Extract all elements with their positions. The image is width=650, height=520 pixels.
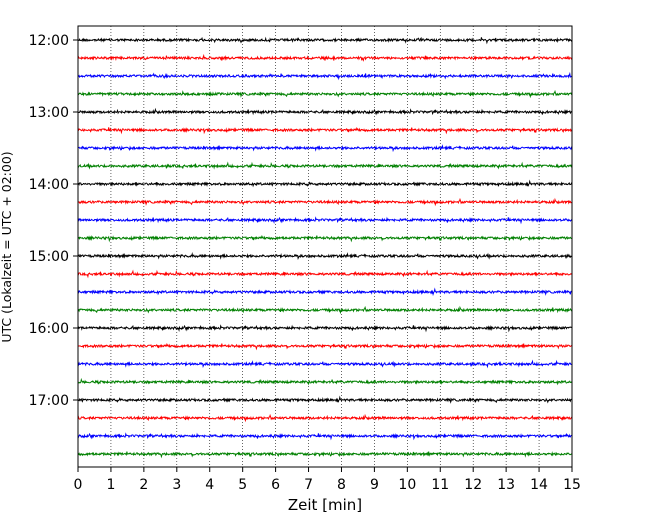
x-tick-label: 10 [398, 477, 416, 493]
plot-frame [77, 25, 573, 468]
y-axis-ticks: 12:00 13:00 14:00 15:00 16:00 17:00 [29, 33, 78, 409]
seismogram-trace [77, 234, 573, 243]
x-tick-label: 4 [205, 477, 214, 493]
seismogram-trace [77, 269, 573, 279]
x-tick-label: 11 [431, 477, 449, 493]
seismogram-trace [77, 377, 573, 386]
seismogram-trace [77, 395, 573, 404]
seismogram-trace [77, 287, 573, 297]
seismogram-trace [78, 144, 573, 153]
seismogram-trace [77, 53, 573, 62]
y-tick-label: 17:00 [29, 393, 69, 409]
seismogram-trace [77, 252, 573, 261]
seismogram-trace [77, 71, 573, 81]
seismogram-trace [77, 179, 573, 188]
seismogram-trace [77, 359, 573, 369]
x-tick-label: 5 [238, 477, 247, 493]
y-tick-label: 13:00 [29, 105, 69, 121]
seismogram-trace [77, 216, 573, 225]
seismogram-trace [77, 161, 573, 170]
x-tick-label: 12 [464, 477, 482, 493]
seismogram-trace [77, 342, 573, 351]
seismogram-trace [77, 324, 573, 333]
x-tick-label: 7 [304, 477, 313, 493]
seismogram-trace [77, 451, 573, 459]
x-tick-label: 14 [530, 477, 548, 493]
y-tick-label: 15:00 [29, 249, 69, 265]
x-axis-ticks: 0 1 2 3 4 5 6 7 8 9 10 11 12 13 14 15 [74, 467, 581, 493]
seismogram-traces [77, 36, 573, 459]
y-axis-label: UTC (Lokalzeit = UTC + 02:00) [0, 151, 14, 342]
x-tick-label: 9 [370, 477, 379, 493]
y-tick-label: 14:00 [29, 177, 69, 193]
x-axis-label: Zeit [min] [288, 496, 362, 514]
x-tick-label: 13 [497, 477, 515, 493]
x-tick-label: 3 [172, 477, 181, 493]
seismogram-trace [77, 305, 573, 315]
x-tick-label: 0 [74, 477, 83, 493]
seismogram-trace [77, 36, 573, 45]
seismogram-trace [77, 107, 573, 116]
seismogram-trace [77, 126, 573, 135]
x-tick-label: 2 [139, 477, 148, 493]
y-tick-label: 16:00 [29, 321, 69, 337]
x-tick-label: 1 [106, 477, 115, 493]
seismogram-trace [77, 197, 573, 207]
x-tick-label: 8 [337, 477, 346, 493]
seismogram-trace [77, 89, 573, 99]
y-tick-label: 12:00 [29, 33, 69, 49]
x-tick-label: 15 [563, 477, 581, 493]
seismogram-trace [77, 432, 573, 441]
seismogram-trace [77, 413, 573, 423]
x-tick-label: 6 [271, 477, 280, 493]
